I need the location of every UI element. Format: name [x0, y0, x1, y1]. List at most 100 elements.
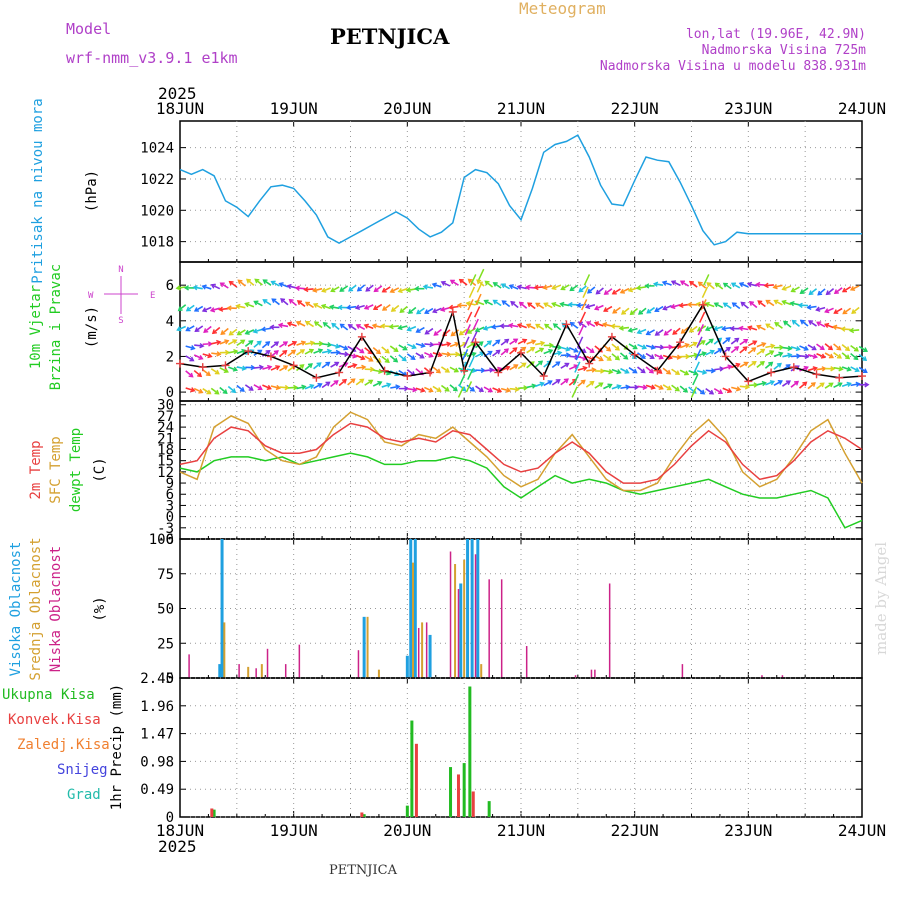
- temp-unit-label: (C): [92, 457, 108, 482]
- chart-type-title: Meteogram: [519, 0, 606, 18]
- cloud-low-bar: [358, 650, 360, 678]
- cloud-high-bar: [406, 656, 409, 678]
- footer-station: PETNJICA: [329, 863, 398, 878]
- y-tick-label: 100: [149, 532, 174, 548]
- cloud-high-bar: [414, 539, 417, 678]
- cloud-low-bar: [238, 664, 240, 678]
- time-label-bottom: 23JUN: [724, 821, 772, 840]
- time-label-top: 18JUN: [156, 99, 204, 118]
- y-tick-label: 1024: [140, 141, 174, 157]
- model-name: wrf-nmm_v3.9.1 e1km: [66, 49, 238, 67]
- y-tick-label: 6: [166, 278, 174, 294]
- wind-arrow: [464, 337, 469, 348]
- cloud-low-bar: [299, 645, 301, 678]
- compass-east: E: [150, 291, 155, 301]
- cloud-high-bar: [363, 617, 366, 678]
- cloud-high-bar: [409, 539, 412, 678]
- elevation-label: Nadmorska Visina 725m: [702, 43, 867, 58]
- cloud-low-bar: [594, 670, 596, 678]
- cloud-mid-bar: [463, 560, 465, 678]
- wind-arrow: [458, 387, 463, 398]
- time-label-top: 20JUN: [383, 99, 431, 118]
- cloud-mid-bar: [480, 664, 482, 678]
- cloud-high-bar: [471, 539, 474, 678]
- wind-arrow: [697, 337, 702, 348]
- y-tick-label: 1.96: [140, 699, 174, 715]
- station-title: PETNJICA: [330, 24, 450, 49]
- cloud-low-bar: [188, 654, 190, 678]
- cloud-high-bar: [466, 539, 469, 678]
- precip-side-label-2: Konvek.Kisa: [8, 712, 101, 728]
- y-tick-label: 1020: [140, 203, 174, 219]
- time-label-bottom: 19JUN: [270, 821, 318, 840]
- precip-side-label-4: Snijeg: [57, 762, 108, 778]
- time-label-bottom: 24JUN: [838, 821, 886, 840]
- pressure-side-label: Pritisak na nivou mora: [30, 98, 46, 283]
- y-tick-label: 1022: [140, 172, 174, 188]
- watermark: made by Angel: [872, 542, 890, 655]
- wind-side-label-2: Brzina i Pravac: [48, 264, 64, 390]
- precip-total-bar: [463, 763, 466, 817]
- wind-arrow: [700, 312, 705, 323]
- t2m-line: [180, 423, 862, 483]
- cloud-low-bar: [591, 670, 593, 678]
- precip-unit-label: 1hr Precip (mm): [109, 684, 125, 810]
- pressure-unit-label: (hPa): [84, 170, 100, 212]
- time-label-bottom: 21JUN: [497, 821, 545, 840]
- model-elevation-label: Nadmorska Visina u modelu 838.931m: [600, 59, 866, 74]
- wind-unit-label: (m/s): [84, 306, 100, 348]
- precip-total-bar: [406, 806, 409, 817]
- wind-side-label-1: 10m Vjetar: [28, 285, 44, 369]
- wind-arrow: [693, 374, 698, 385]
- time-label-top: 24JUN: [838, 99, 886, 118]
- cloud-low-bar: [682, 664, 684, 678]
- cloud-mid-bar: [421, 622, 423, 678]
- cloud-low-bar: [526, 646, 528, 678]
- cloud-low-bar: [418, 628, 420, 678]
- cloud-mid-bar: [378, 670, 380, 678]
- cloud-mid-bar: [247, 667, 249, 678]
- model-label: Model: [66, 20, 111, 38]
- cloud-low-bar: [285, 664, 287, 678]
- cloud-low-bar: [475, 554, 477, 678]
- time-label-bottom: 18JUN: [156, 821, 204, 840]
- compass-north: N: [118, 265, 123, 275]
- cloud-low-bar: [458, 589, 460, 678]
- precip-total-bar: [449, 767, 452, 817]
- cloud-mid-bar: [454, 564, 456, 678]
- precip-total-bar: [410, 721, 413, 817]
- y-tick-label: 2.45: [140, 671, 174, 687]
- wind-arrow: [479, 269, 484, 280]
- cloud-mid-bar: [223, 622, 225, 678]
- y-tick-label: 0.98: [140, 754, 174, 770]
- lonlat-label: lon,lat (19.96E, 42.9N): [686, 27, 866, 42]
- cloud-low-bar: [267, 649, 269, 678]
- cloud-high-bar: [429, 635, 432, 678]
- y-tick-label: 0: [166, 810, 174, 826]
- cloud-high-bar: [476, 539, 479, 678]
- cloud-side-label-2: Srednja Oblacnost: [28, 537, 44, 680]
- y-tick-label: 25: [157, 636, 174, 652]
- cloud-low-bar: [426, 622, 428, 678]
- precip-conv-bar: [472, 791, 475, 817]
- time-label-top: 22JUN: [611, 99, 659, 118]
- precip-conv-bar: [415, 744, 418, 817]
- y-tick-label: 1.47: [140, 727, 174, 743]
- time-label-bottom: 20JUN: [383, 821, 431, 840]
- cloud-low-bar: [488, 579, 490, 678]
- wind-arrow: [469, 287, 474, 298]
- y-tick-label: 50: [157, 602, 174, 618]
- precip-total-bar: [488, 801, 491, 817]
- precip-total-bar: [468, 687, 471, 817]
- y-tick-label: 75: [157, 567, 174, 583]
- y-tick-label: 1018: [140, 235, 174, 251]
- y-tick-label: 30: [157, 398, 174, 414]
- precip-side-label-3: Zaledj.Kisa: [17, 737, 110, 753]
- precip-conv-bar: [360, 812, 363, 817]
- time-label-top: 23JUN: [724, 99, 772, 118]
- temp-side-label-1: 2m Temp: [28, 440, 44, 499]
- cloud-low-bar: [609, 583, 611, 678]
- cloud-mid-bar: [412, 563, 414, 678]
- wind-arrow: [580, 312, 585, 323]
